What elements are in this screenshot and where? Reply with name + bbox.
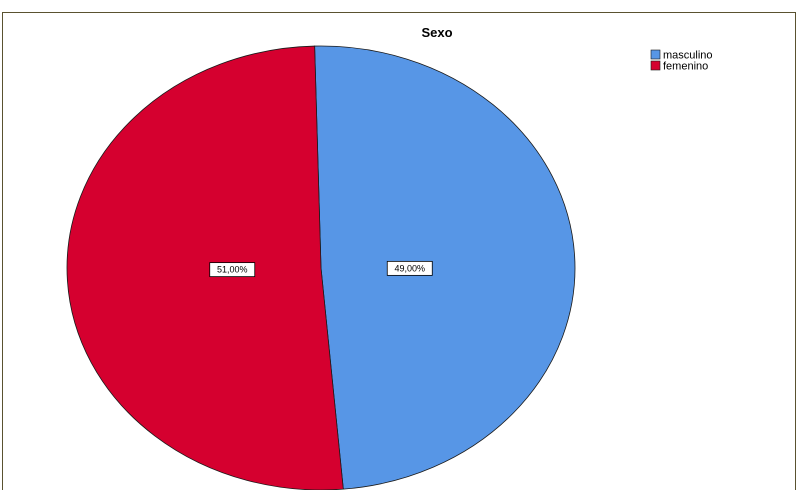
chart-title: Sexo — [421, 25, 452, 40]
data-label-box-masculino — [386, 260, 433, 276]
data-label-masculino: 49,00% — [386, 260, 433, 276]
data-labels: 49,00% 51,00% — [209, 260, 433, 278]
data-label-box-femenino — [209, 262, 256, 278]
legend-swatch-femenino — [650, 60, 661, 71]
chart-frame: Sexo 49,00% 51,00% masculino femenino — [2, 12, 796, 490]
legend-item-masculino: masculino — [650, 49, 713, 62]
legend-swatch-masculino — [650, 49, 661, 60]
data-label-text-masculino: 49,00% — [394, 263, 425, 273]
pie-slices — [66, 45, 576, 490]
legend-label-masculino: masculino — [663, 50, 713, 62]
pie-slice-masculino — [314, 45, 576, 490]
data-label-text-femenino: 51,00% — [217, 265, 248, 275]
legend-item-femenino: femenino — [650, 60, 708, 73]
legend-label-femenino: femenino — [663, 61, 708, 73]
pie-slice-femenino — [66, 45, 344, 490]
data-label-femenino: 51,00% — [209, 262, 256, 278]
